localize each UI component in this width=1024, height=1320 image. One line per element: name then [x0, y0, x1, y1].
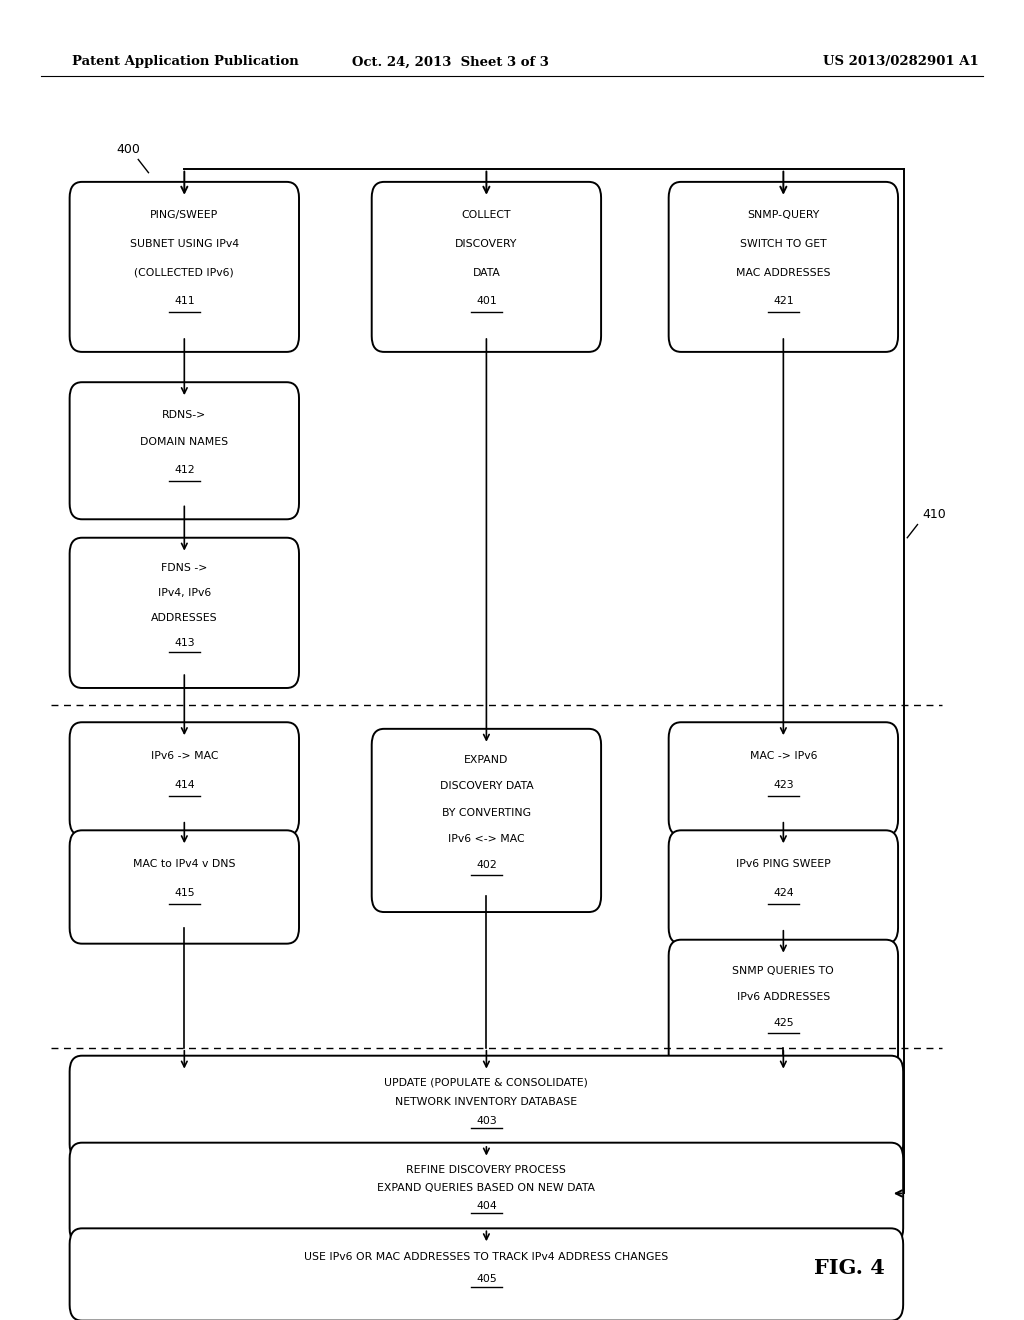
Text: US 2013/0282901 A1: US 2013/0282901 A1 [823, 55, 979, 69]
Text: DATA: DATA [472, 268, 501, 277]
Text: IPv4, IPv6: IPv4, IPv6 [158, 589, 211, 598]
FancyBboxPatch shape [70, 1143, 903, 1245]
Text: MAC -> IPv6: MAC -> IPv6 [750, 751, 817, 760]
Text: IPv6 PING SWEEP: IPv6 PING SWEEP [736, 858, 830, 869]
Text: FIG. 4: FIG. 4 [814, 1258, 886, 1278]
FancyBboxPatch shape [669, 182, 898, 352]
Text: MAC ADDRESSES: MAC ADDRESSES [736, 268, 830, 277]
Text: BY CONVERTING: BY CONVERTING [442, 808, 530, 817]
Text: 415: 415 [174, 888, 195, 898]
Text: 424: 424 [773, 888, 794, 898]
Text: MAC to IPv4 v DNS: MAC to IPv4 v DNS [133, 858, 236, 869]
Text: IPv6 -> MAC: IPv6 -> MAC [151, 751, 218, 760]
FancyBboxPatch shape [70, 383, 299, 519]
Text: 410: 410 [923, 508, 946, 520]
Text: 413: 413 [174, 638, 195, 648]
FancyBboxPatch shape [70, 1229, 903, 1320]
Text: 411: 411 [174, 297, 195, 306]
Text: USE IPv6 OR MAC ADDRESSES TO TRACK IPv4 ADDRESS CHANGES: USE IPv6 OR MAC ADDRESSES TO TRACK IPv4 … [304, 1253, 669, 1262]
Text: COLLECT: COLLECT [462, 210, 511, 220]
Text: 405: 405 [476, 1274, 497, 1284]
FancyBboxPatch shape [70, 537, 299, 688]
Text: SWITCH TO GET: SWITCH TO GET [740, 239, 826, 249]
Text: SUBNET USING IPv4: SUBNET USING IPv4 [130, 239, 239, 249]
FancyBboxPatch shape [372, 729, 601, 912]
Text: 414: 414 [174, 780, 195, 789]
Text: 423: 423 [773, 780, 794, 789]
Text: (COLLECTED IPv6): (COLLECTED IPv6) [134, 268, 234, 277]
FancyBboxPatch shape [70, 722, 299, 836]
Text: 401: 401 [476, 297, 497, 306]
FancyBboxPatch shape [669, 940, 898, 1071]
Text: Oct. 24, 2013  Sheet 3 of 3: Oct. 24, 2013 Sheet 3 of 3 [352, 55, 549, 69]
Text: DISCOVERY DATA: DISCOVERY DATA [439, 781, 534, 792]
Text: UPDATE (POPULATE & CONSOLIDATE): UPDATE (POPULATE & CONSOLIDATE) [384, 1078, 589, 1088]
Text: NETWORK INVENTORY DATABASE: NETWORK INVENTORY DATABASE [395, 1097, 578, 1107]
Text: SNMP-QUERY: SNMP-QUERY [748, 210, 819, 220]
Text: 404: 404 [476, 1201, 497, 1212]
Text: IPv6 <-> MAC: IPv6 <-> MAC [449, 834, 524, 843]
Text: EXPAND: EXPAND [464, 755, 509, 766]
Text: 425: 425 [773, 1018, 794, 1028]
FancyBboxPatch shape [70, 1056, 903, 1160]
Text: ADDRESSES: ADDRESSES [151, 612, 218, 623]
FancyBboxPatch shape [70, 830, 299, 944]
Text: 402: 402 [476, 859, 497, 870]
FancyBboxPatch shape [669, 722, 898, 836]
Text: 421: 421 [773, 297, 794, 306]
Text: RDNS->: RDNS-> [162, 409, 207, 420]
Text: DOMAIN NAMES: DOMAIN NAMES [140, 437, 228, 447]
Text: Patent Application Publication: Patent Application Publication [72, 55, 298, 69]
Text: DISCOVERY: DISCOVERY [456, 239, 517, 249]
Text: 412: 412 [174, 465, 195, 475]
Text: EXPAND QUERIES BASED ON NEW DATA: EXPAND QUERIES BASED ON NEW DATA [378, 1183, 595, 1193]
FancyBboxPatch shape [70, 182, 299, 352]
Text: IPv6 ADDRESSES: IPv6 ADDRESSES [736, 993, 830, 1002]
Text: FDNS ->: FDNS -> [161, 564, 208, 573]
Text: SNMP QUERIES TO: SNMP QUERIES TO [732, 966, 835, 975]
Text: PING/SWEEP: PING/SWEEP [151, 210, 218, 220]
Text: 400: 400 [116, 143, 140, 156]
Text: REFINE DISCOVERY PROCESS: REFINE DISCOVERY PROCESS [407, 1164, 566, 1175]
FancyBboxPatch shape [372, 182, 601, 352]
Text: 403: 403 [476, 1117, 497, 1126]
FancyBboxPatch shape [669, 830, 898, 944]
